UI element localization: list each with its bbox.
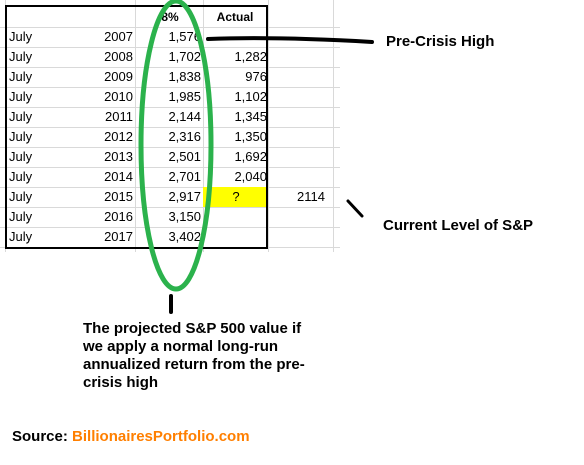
cell-year: 2007 [104,29,133,44]
header-actual: Actual [216,10,254,24]
cell-actual: 1,102 [234,89,267,104]
cell-actual: 2,040 [234,169,267,184]
pre-crisis-high-label: Pre-Crisis High [386,33,495,50]
gridline [135,0,136,252]
cell-month: July [9,209,33,224]
cell-year: 2009 [104,69,133,84]
cell-month: July [9,29,33,44]
cell-month: July [9,129,33,144]
projection-note: The projected S&P 500 value if we apply … [83,320,305,391]
cell-month: July [9,189,33,204]
cell-year: 2011 [105,109,133,124]
cell-month: July [9,69,33,84]
cell-year: 2014 [104,169,133,184]
spreadsheet: 8% Actual July 2007 1,576 July 2008 1,70… [0,0,340,260]
cell-month: July [9,169,33,184]
cell-actual: 1,692 [234,149,267,164]
cell-month: July [9,109,33,124]
cell-actual: 1,350 [234,129,267,144]
cell-year: 2010 [104,89,133,104]
cell-month: July [9,49,33,64]
cell-year: 2015 [104,189,133,204]
cell-year: 2008 [104,49,133,64]
cell-actual: 1,282 [234,49,267,64]
current-level-label: Current Level of S&P [383,217,534,234]
cell-month: July [9,229,33,244]
cell-current-level: 2114 [297,189,325,204]
cell-year: 2012 [104,129,133,144]
cell-year: 2017 [104,229,133,244]
cell-year: 2013 [104,149,133,164]
cell-year: 2016 [104,209,133,224]
gridline [268,0,269,252]
cell-actual: 976 [245,69,267,84]
cell-month: July [9,89,33,104]
cell-actual: ? [232,189,240,204]
table-border [5,5,268,249]
pointer-line-current [346,199,364,218]
source-label: Source: [12,428,68,445]
highlight-cell [203,187,266,207]
source-line: Source: BillionairesPortfolio.com [12,428,250,445]
cell-actual: 1,345 [234,109,267,124]
cell-month: July [9,149,33,164]
source-link[interactable]: BillionairesPortfolio.com [72,428,250,445]
gridline [333,0,334,252]
